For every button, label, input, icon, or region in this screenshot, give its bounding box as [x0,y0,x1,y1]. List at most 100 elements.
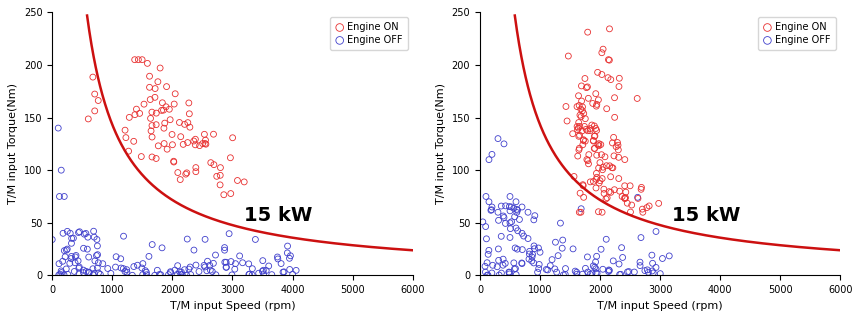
Engine OFF [556,238,570,243]
Engine OFF [281,243,294,249]
Engine OFF [88,271,102,276]
Engine OFF [532,266,546,271]
Engine ON [603,58,616,63]
Engine OFF [53,261,66,266]
Engine ON [635,207,649,212]
Engine OFF [65,241,78,246]
Engine OFF [589,270,603,275]
Engine OFF [90,252,104,257]
Engine OFF [53,272,67,277]
Engine OFF [80,247,94,252]
Engine ON [214,173,227,178]
Engine OFF [494,234,508,239]
Engine OFF [256,269,269,274]
Engine OFF [52,125,65,130]
Engine OFF [126,273,139,278]
Engine OFF [548,266,561,271]
Engine OFF [262,263,276,269]
Engine ON [121,149,135,154]
Engine OFF [65,254,78,259]
Engine OFF [251,271,265,276]
Engine OFF [531,245,545,250]
Engine OFF [655,256,669,261]
Engine OFF [68,254,82,259]
Engine ON [214,182,227,188]
Engine ON [82,116,96,122]
Engine OFF [543,263,557,268]
Engine OFF [481,272,495,278]
Engine ON [605,140,619,145]
Engine ON [119,135,133,140]
Engine ON [231,178,245,183]
Engine OFF [580,254,594,259]
Engine ON [630,96,644,101]
Engine OFF [242,272,256,277]
Engine OFF [64,231,77,236]
Engine OFF [476,219,490,225]
Engine OFF [66,236,80,241]
Engine OFF [271,256,285,262]
Engine OFF [68,260,82,265]
Engine ON [592,97,605,102]
Engine OFF [148,273,162,278]
Engine OFF [589,259,603,264]
Engine OFF [510,207,523,212]
Engine ON [583,126,597,131]
Engine OFF [521,210,535,215]
Engine ON [574,99,588,104]
Engine ON [613,189,627,194]
Engine OFF [232,253,246,258]
Engine ON [618,195,632,200]
Engine ON [585,101,599,106]
Engine ON [607,153,621,159]
Engine OFF [90,253,103,258]
Engine ON [586,138,600,143]
Engine ON [612,84,626,89]
Engine ON [180,170,194,175]
Engine OFF [484,208,498,213]
Engine ON [590,177,604,182]
Engine ON [621,201,635,206]
Engine ON [210,174,224,179]
Engine ON [592,209,605,214]
Engine ON [561,54,575,59]
Engine ON [572,134,585,139]
Engine ON [595,176,609,181]
Engine ON [635,187,648,192]
Engine OFF [613,272,627,277]
Engine OFF [224,259,238,264]
Engine ON [171,170,185,175]
Engine OFF [220,260,233,265]
Engine ON [623,183,637,188]
Engine ON [88,108,102,114]
Engine ON [561,118,574,123]
Engine OFF [570,272,584,277]
Engine OFF [523,251,536,256]
Engine ON [159,104,173,109]
Engine OFF [53,194,66,199]
Engine OFF [86,272,100,278]
Engine ON [597,187,610,192]
Engine OFF [482,199,496,204]
Engine OFF [187,248,201,253]
Engine OFF [225,272,238,278]
Engine ON [623,210,637,215]
Engine OFF [176,272,189,277]
Engine ON [591,142,604,147]
Engine ON [604,190,617,195]
Engine OFF [282,267,296,272]
Text: 15 kW: 15 kW [245,206,313,225]
Engine ON [177,142,190,147]
Engine OFF [596,267,610,272]
Engine ON [571,127,585,132]
Engine OFF [274,261,288,266]
Engine OFF [479,270,492,275]
Engine OFF [492,272,506,278]
Engine OFF [606,258,620,263]
Engine ON [581,30,595,35]
Engine OFF [177,267,191,272]
Engine ON [581,96,595,101]
Engine OFF [46,237,59,242]
Engine ON [86,75,100,80]
Engine ON [592,166,605,171]
